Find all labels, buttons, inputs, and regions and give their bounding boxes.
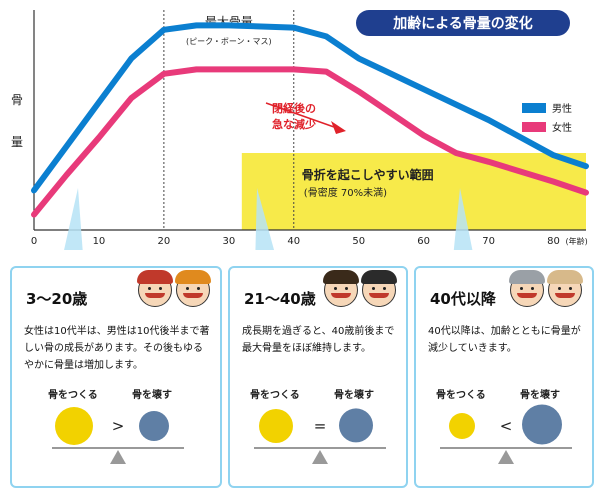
legend-swatch xyxy=(522,103,546,113)
card-body: 40代以降は、加齢とともに骨量が減少していきます。 xyxy=(428,326,581,354)
hair-icon xyxy=(137,270,173,284)
age-card: 3〜20歳女性は10代半は、男性は10代後半まで著しい骨の成長があります。その後… xyxy=(10,266,222,488)
fracture-label: 骨折を起こしやすい範囲 xyxy=(302,167,434,182)
bone-make-icon xyxy=(259,409,293,443)
face-icon xyxy=(323,270,359,307)
compare-symbol: = xyxy=(314,417,327,435)
menopause-label-2: 急な減少 xyxy=(272,117,316,131)
face-icon xyxy=(509,270,545,307)
y-axis-label: 骨 xyxy=(11,93,23,107)
bone-break-icon xyxy=(339,408,373,443)
break-label: 骨を壊す xyxy=(132,390,172,401)
face-icon xyxy=(547,270,583,307)
card-body: 女性は10代半は、男性は10代後半まで著しい骨の成長があります。その後もゆるやか… xyxy=(24,326,210,371)
callout-pointer-1 xyxy=(255,188,275,250)
x-tick-label: 70 xyxy=(482,236,495,247)
hair-icon xyxy=(323,270,359,284)
bone-make-icon xyxy=(449,413,475,439)
hair-icon xyxy=(547,270,583,284)
balance-scale: > xyxy=(52,407,184,464)
balance-scale: = xyxy=(254,408,386,464)
fracture-zone xyxy=(241,153,586,230)
hair-icon xyxy=(509,270,545,284)
callout-pointer-0 xyxy=(64,188,83,250)
series-line-male xyxy=(31,22,589,194)
peak-sub: (ピーク・ボーン・マス) xyxy=(186,37,272,46)
make-label: 骨をつくる xyxy=(48,390,98,401)
x-tick-label: 80 xyxy=(547,236,560,247)
series-line-female xyxy=(31,66,589,218)
age-card: 21〜40歳成長期を過ぎると、40歳前後まで最大骨量をほぼ維持します。骨をつくる… xyxy=(228,266,408,488)
x-tick-label: 10 xyxy=(93,236,106,247)
break-label: 骨を壊す xyxy=(334,390,374,401)
bone-make-icon xyxy=(55,407,93,445)
card-title: 3〜20歳 xyxy=(26,290,88,308)
make-label: 骨をつくる xyxy=(250,390,300,401)
legend-swatch xyxy=(522,122,546,132)
card-title: 40代以降 xyxy=(430,290,496,308)
bone-break-icon xyxy=(522,404,562,445)
x-unit-label: (年齢) xyxy=(566,236,588,246)
compare-symbol: > xyxy=(112,417,125,435)
menopause-arrow-head xyxy=(331,121,346,134)
x-tick-label: 50 xyxy=(352,236,365,247)
chart-title-badge xyxy=(356,10,570,36)
break-label: 骨を壊す xyxy=(520,390,560,401)
x-tick-label: 60 xyxy=(417,236,430,247)
card-title: 21〜40歳 xyxy=(244,290,316,308)
legend-label: 男性 xyxy=(552,102,572,115)
x-tick-label: 0 xyxy=(31,236,37,247)
bone-break-icon xyxy=(139,411,169,441)
hair-icon xyxy=(175,270,211,284)
make-label: 骨をつくる xyxy=(436,390,486,401)
x-tick-label: 20 xyxy=(158,236,171,247)
x-tick-label: 30 xyxy=(222,236,235,247)
hair-icon xyxy=(361,270,397,284)
legend-label: 女性 xyxy=(552,121,572,134)
balance-scale: < xyxy=(440,404,572,464)
bone-mass-chart: 骨折を起こしやすい範囲(骨密度 70%未満) 最大骨量(ピーク・ボーン・マス) … xyxy=(11,10,589,250)
fracture-sub: (骨密度 70%未満) xyxy=(304,186,387,199)
compare-symbol: < xyxy=(500,417,513,435)
y-axis-label: 量 xyxy=(11,135,23,149)
age-card: 40代以降 40代以降は、加齢とともに骨量が減少していきます。骨をつくる 骨を壊す < xyxy=(414,266,594,488)
card-body: 成長期を過ぎると、40歳前後まで最大骨量をほぼ維持します。 xyxy=(242,326,395,354)
chart-title: 加齢による骨量の変化 xyxy=(392,15,533,32)
menopause-arrow-line xyxy=(265,102,335,128)
face-icon xyxy=(361,270,397,307)
menopause-label-1: 閉経後の xyxy=(272,101,316,115)
face-icon xyxy=(137,270,173,307)
x-tick-label: 40 xyxy=(287,236,300,247)
callout-pointer-2 xyxy=(453,188,473,250)
face-icon xyxy=(175,270,211,307)
